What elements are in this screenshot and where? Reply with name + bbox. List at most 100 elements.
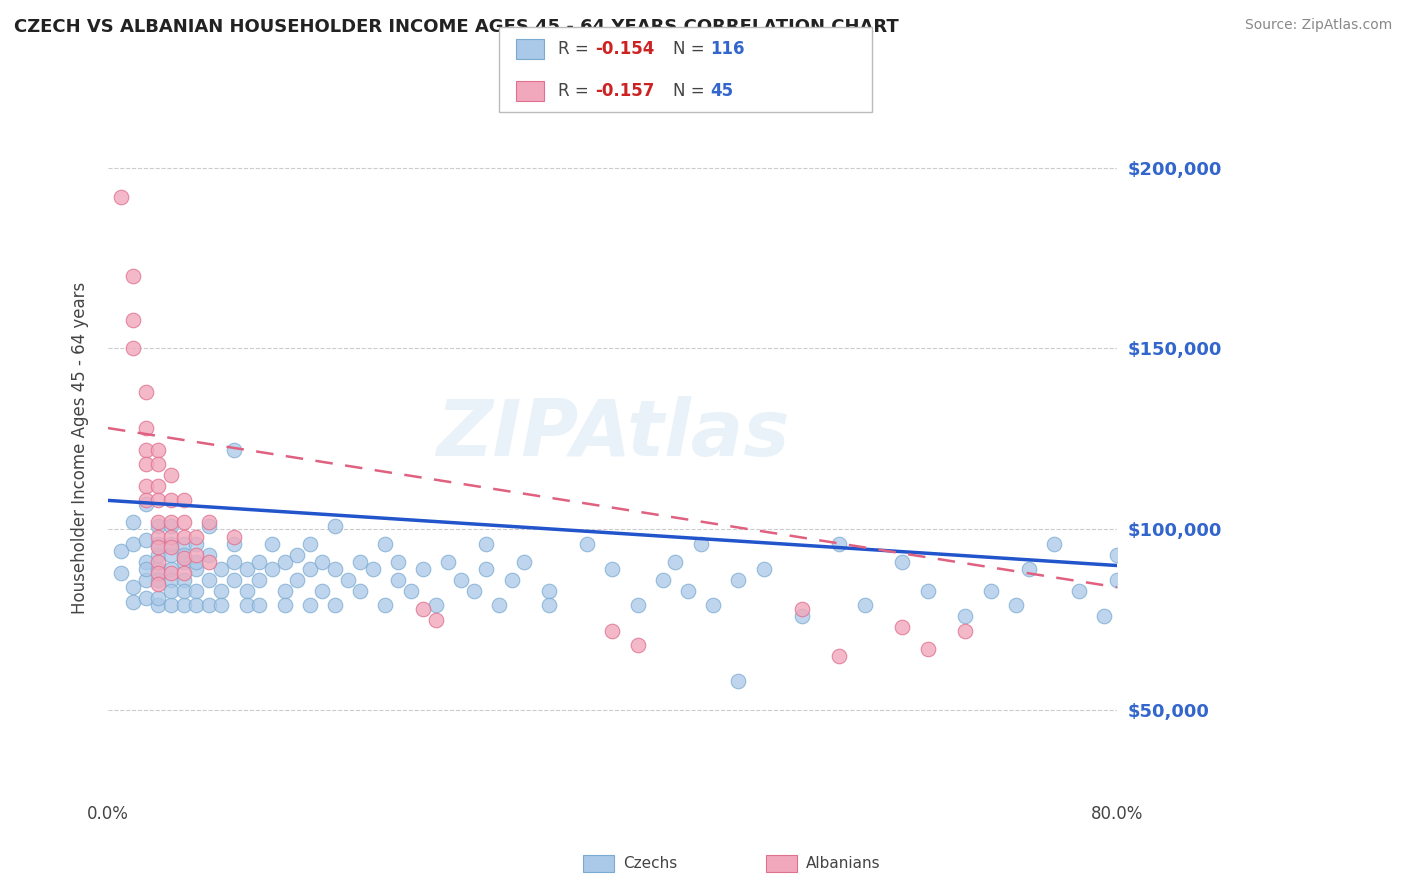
Point bbox=[160, 541, 183, 555]
Point bbox=[1042, 537, 1064, 551]
Point bbox=[110, 566, 132, 580]
Point bbox=[186, 555, 208, 569]
Point bbox=[955, 609, 977, 624]
Point bbox=[186, 583, 208, 598]
Point bbox=[676, 583, 699, 598]
Text: 116: 116 bbox=[710, 40, 745, 58]
Point bbox=[211, 583, 233, 598]
Point bbox=[501, 573, 523, 587]
Point bbox=[235, 562, 257, 576]
Point bbox=[148, 555, 170, 569]
Point bbox=[475, 562, 498, 576]
Point bbox=[198, 515, 221, 529]
Text: Source: ZipAtlas.com: Source: ZipAtlas.com bbox=[1244, 18, 1392, 32]
Point bbox=[122, 595, 145, 609]
Point bbox=[173, 599, 195, 613]
Point bbox=[298, 599, 321, 613]
Point bbox=[450, 573, 472, 587]
Point bbox=[513, 555, 536, 569]
Point bbox=[853, 599, 876, 613]
Point bbox=[298, 537, 321, 551]
Point bbox=[135, 562, 157, 576]
Text: N =: N = bbox=[673, 82, 710, 100]
Point bbox=[148, 573, 170, 587]
Point bbox=[247, 599, 270, 613]
Point bbox=[247, 555, 270, 569]
Point bbox=[828, 648, 851, 663]
Point bbox=[626, 638, 648, 652]
Point bbox=[135, 479, 157, 493]
Point bbox=[235, 599, 257, 613]
Text: ZIPAtlas: ZIPAtlas bbox=[436, 396, 789, 472]
Point bbox=[475, 537, 498, 551]
Point bbox=[626, 599, 648, 613]
Point bbox=[186, 530, 208, 544]
Point bbox=[374, 599, 396, 613]
Point bbox=[387, 573, 409, 587]
Point bbox=[361, 562, 384, 576]
Point bbox=[222, 530, 245, 544]
Point bbox=[211, 562, 233, 576]
Point bbox=[273, 599, 295, 613]
Point bbox=[980, 583, 1002, 598]
Point bbox=[135, 573, 157, 587]
Text: Albanians: Albanians bbox=[806, 856, 880, 871]
Point bbox=[148, 515, 170, 529]
Point bbox=[917, 641, 939, 656]
Point bbox=[186, 548, 208, 562]
Text: R =: R = bbox=[558, 82, 595, 100]
Point bbox=[135, 493, 157, 508]
Point bbox=[160, 583, 183, 598]
Point bbox=[148, 518, 170, 533]
Point bbox=[247, 573, 270, 587]
Point bbox=[135, 457, 157, 471]
Point bbox=[222, 555, 245, 569]
Point bbox=[412, 602, 434, 616]
Point bbox=[148, 479, 170, 493]
Point bbox=[387, 555, 409, 569]
Point bbox=[122, 537, 145, 551]
Text: N =: N = bbox=[673, 40, 710, 58]
Point bbox=[198, 548, 221, 562]
Point bbox=[148, 562, 170, 576]
Point bbox=[198, 573, 221, 587]
Text: -0.154: -0.154 bbox=[595, 40, 654, 58]
Point bbox=[285, 548, 308, 562]
Point bbox=[1018, 562, 1040, 576]
Point bbox=[160, 468, 183, 483]
Point bbox=[285, 573, 308, 587]
Point bbox=[1067, 583, 1090, 598]
Point bbox=[186, 599, 208, 613]
Point bbox=[273, 583, 295, 598]
Text: CZECH VS ALBANIAN HOUSEHOLDER INCOME AGES 45 - 64 YEARS CORRELATION CHART: CZECH VS ALBANIAN HOUSEHOLDER INCOME AGE… bbox=[14, 18, 898, 36]
Point bbox=[135, 421, 157, 435]
Point bbox=[374, 537, 396, 551]
Point bbox=[752, 562, 775, 576]
Point bbox=[651, 573, 673, 587]
Point bbox=[602, 562, 624, 576]
Point bbox=[702, 599, 724, 613]
Point bbox=[198, 555, 221, 569]
Point bbox=[1105, 548, 1128, 562]
Point bbox=[198, 599, 221, 613]
Point bbox=[311, 555, 333, 569]
Point bbox=[891, 620, 914, 634]
Point bbox=[198, 518, 221, 533]
Point bbox=[148, 537, 170, 551]
Point bbox=[235, 583, 257, 598]
Text: Czechs: Czechs bbox=[623, 856, 678, 871]
Text: R =: R = bbox=[558, 40, 595, 58]
Point bbox=[349, 555, 371, 569]
Point bbox=[135, 533, 157, 548]
Point bbox=[122, 515, 145, 529]
Point bbox=[602, 624, 624, 638]
Point bbox=[160, 518, 183, 533]
Y-axis label: Householder Income Ages 45 - 64 years: Householder Income Ages 45 - 64 years bbox=[72, 282, 89, 614]
Point bbox=[173, 493, 195, 508]
Point bbox=[173, 530, 195, 544]
Point bbox=[148, 591, 170, 605]
Point bbox=[790, 609, 813, 624]
Point bbox=[1092, 609, 1115, 624]
Point bbox=[790, 602, 813, 616]
Point bbox=[160, 537, 183, 551]
